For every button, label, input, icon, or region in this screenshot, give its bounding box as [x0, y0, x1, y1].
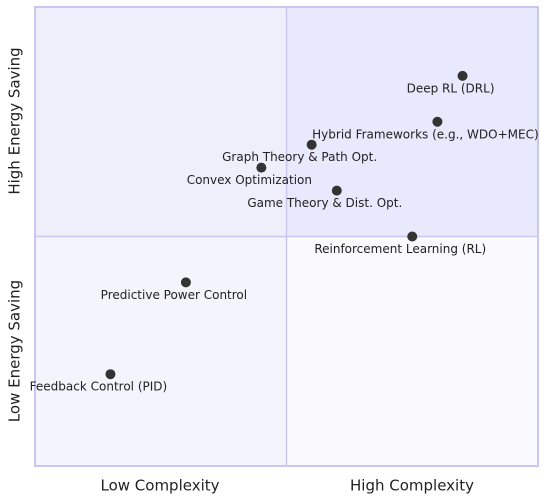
- point-label: Deep RL (DRL): [407, 81, 495, 95]
- point-label: Hybrid Frameworks (e.g., WDO+MEC): [312, 127, 538, 141]
- point-label: Graph Theory & Path Opt.: [222, 150, 377, 164]
- point-label: Convex Optimization: [187, 173, 312, 187]
- point-label: Predictive Power Control: [101, 288, 247, 302]
- point-label: Reinforcement Learning (RL): [314, 242, 486, 256]
- quadrant: [286, 236, 538, 466]
- x-axis-label: High Complexity: [350, 477, 474, 495]
- quadrant: [35, 7, 287, 237]
- point: [105, 369, 116, 380]
- point: [180, 277, 191, 288]
- plot-border: [34, 6, 539, 467]
- point: [457, 70, 468, 81]
- quadrant: [286, 7, 538, 237]
- point: [407, 231, 418, 242]
- point-label: Game Theory & Dist. Opt.: [247, 196, 402, 210]
- point: [256, 162, 267, 173]
- quadrant: [35, 236, 287, 466]
- point: [432, 116, 443, 127]
- point: [331, 185, 342, 196]
- point: [306, 139, 317, 150]
- point-label: Feedback Control (PID): [30, 380, 168, 394]
- y-axis-label: Low Energy Saving: [6, 280, 24, 422]
- x-axis-label: Low Complexity: [100, 477, 219, 495]
- y-axis-label: High Energy Saving: [6, 47, 24, 194]
